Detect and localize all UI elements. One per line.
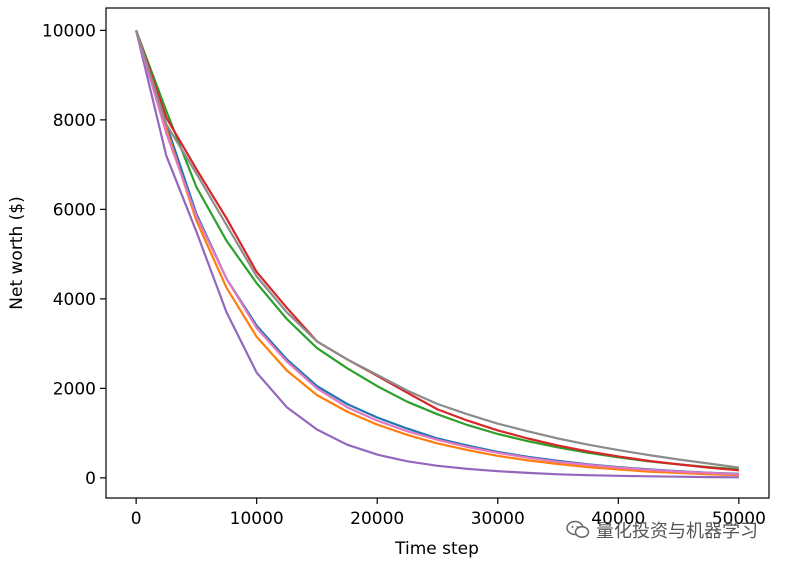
- series-line-6: [135, 30, 739, 476]
- tick-layer: 0 10000 20000 30000 40000 50000 0 2000 4000 6000 8…: [42, 21, 766, 529]
- x-tick-label: 40000: [591, 509, 645, 529]
- y-tick-label: 6000: [53, 200, 96, 220]
- series-layer: [135, 30, 740, 479]
- series-line-7: [135, 30, 740, 469]
- y-tick-label: 0: [85, 469, 96, 489]
- y-tick-label: 4000: [53, 290, 96, 310]
- series-line-5: [135, 30, 739, 479]
- watermark: 量化投资与机器学习: [566, 517, 758, 543]
- series-line-2: [135, 30, 739, 477]
- y-tick-label: 2000: [53, 379, 96, 399]
- y-tick-label: 10000: [42, 21, 96, 41]
- wechat-icon: [566, 520, 590, 538]
- series-line-4: [135, 30, 739, 472]
- x-tick-label: 10000: [230, 509, 284, 529]
- x-tick-label: 30000: [471, 509, 525, 529]
- y-tick-label: 8000: [53, 111, 96, 131]
- plot-frame: [105, 7, 770, 499]
- series-line-1: [135, 30, 739, 475]
- x-axis-label: Time step: [394, 539, 479, 559]
- x-tick-label: 0: [131, 509, 142, 529]
- y-axis-label: Net worth ($): [7, 196, 27, 309]
- x-tick-label: 50000: [712, 509, 766, 529]
- x-tick-label: 20000: [350, 509, 404, 529]
- watermark-text: 量化投资与机器学习: [596, 521, 758, 542]
